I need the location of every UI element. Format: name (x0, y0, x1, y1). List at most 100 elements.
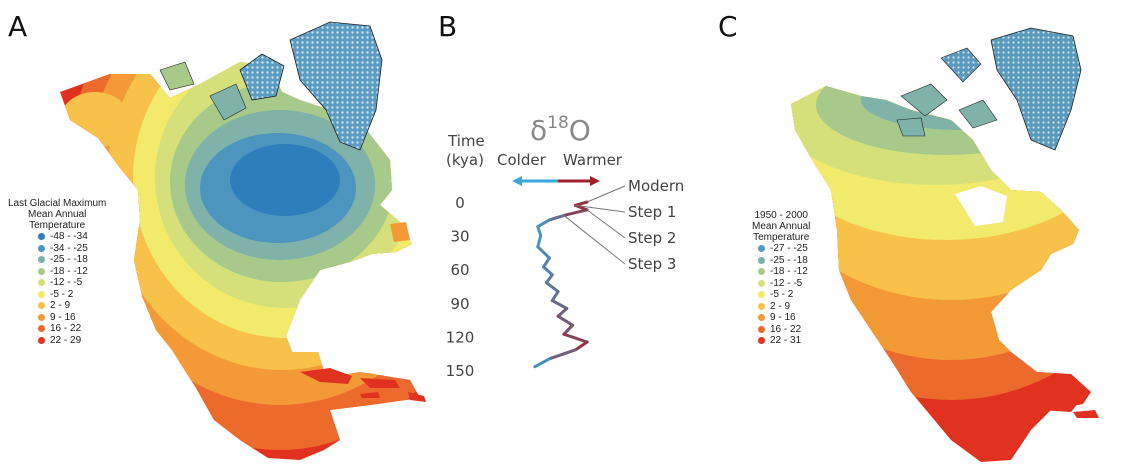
legend-lgm-label: 16 - 22 (50, 323, 81, 335)
legend-lgm-label: -12 - -5 (50, 277, 82, 289)
isotope-title-sup: 18 (547, 113, 569, 133)
isotope-curve-panel: δ18O Time (kya) Colder Warmer 0 30 60 90 120… (430, 0, 720, 470)
isotope-curve-segment (538, 236, 541, 247)
legend-modern-swatch (758, 280, 765, 287)
legend-modern-item: -5 - 2 (758, 289, 810, 301)
isotope-curve-segment (558, 316, 573, 325)
isotope-curve-segment (544, 258, 550, 267)
legend-lgm-swatch (38, 314, 45, 321)
time-tick-label: 0 (455, 194, 465, 212)
legend-modern-label: 22 - 31 (770, 335, 801, 347)
isotope-curve-segment (552, 301, 567, 309)
legend-lgm-title-3: Temperature (8, 220, 106, 231)
isotope-curve-segment (535, 359, 550, 367)
legend-modern-swatch (758, 291, 765, 298)
legend-modern-swatch (758, 314, 765, 321)
step-label: Modern (628, 177, 684, 195)
legend-lgm-item: -48 - -34 (38, 231, 106, 243)
legend-modern-item: 2 - 9 (758, 301, 810, 313)
legend-modern-label: 16 - 22 (770, 324, 801, 336)
legend-modern-swatch (758, 326, 765, 333)
legend-lgm-swatch (38, 233, 45, 240)
legend-lgm-swatch (38, 245, 45, 252)
legend-lgm-item: -25 - -18 (38, 254, 106, 266)
legend-lgm-swatch (38, 268, 45, 275)
legend-lgm-item: 22 - 29 (38, 335, 106, 347)
legend-modern-title-3: Temperature (752, 232, 810, 243)
legend-modern-swatch (758, 268, 765, 275)
legend-lgm-swatch (38, 291, 45, 298)
legend-modern-item: 9 - 16 (758, 312, 810, 324)
warmer-label: Warmer (563, 151, 623, 169)
isotope-title-delta: δ (530, 114, 547, 147)
isotope-curve-segment (564, 325, 573, 334)
legend-lgm-label: -18 - -12 (50, 266, 88, 278)
isotope-curve-segment (564, 334, 587, 342)
legend-lgm-title-1: Last Glacial Maximum (8, 198, 106, 209)
legend-modern-item: -27 - -25 (758, 243, 810, 255)
legend-modern-swatch (758, 337, 765, 344)
legend-modern-item: -12 - -5 (758, 278, 810, 290)
time-tick-label: 90 (450, 295, 469, 313)
time-label: Time (447, 132, 485, 150)
isotope-curve-segment (538, 220, 550, 227)
step-label: Step 2 (628, 229, 676, 247)
legend-lgm-label: 9 - 16 (50, 312, 76, 324)
isotope-curve-segment (549, 350, 575, 359)
legend-modern-label: -18 - -12 (770, 266, 808, 278)
time-tick-label: 120 (446, 328, 475, 346)
isotope-curve-segment (576, 342, 588, 350)
step-label: Step 1 (628, 203, 676, 221)
step-leader-line (587, 210, 625, 238)
isotope-curve-segment (544, 267, 553, 275)
legend-lgm-swatch (38, 325, 45, 332)
legend-lgm-item: -34 - -25 (38, 243, 106, 255)
legend-modern-title-2: Mean Annual (752, 221, 810, 232)
legend-modern-label: -27 - -25 (770, 243, 808, 255)
legend-lgm-swatch (38, 302, 45, 309)
legend-lgm: Last Glacial Maximum Mean Annual Tempera… (8, 198, 106, 346)
legend-modern-swatch (758, 303, 765, 310)
isotope-curve-segment (558, 308, 567, 316)
legend-modern: 1950 - 2000 Mean Annual Temperature -27 … (752, 210, 810, 347)
legend-modern-title-1: 1950 - 2000 (752, 210, 810, 221)
legend-modern-label: -25 - -18 (770, 255, 808, 267)
time-unit: (kya) (446, 151, 484, 169)
time-tick-label: 30 (450, 228, 469, 246)
time-tick-label: 60 (450, 261, 469, 279)
step-leader-line (564, 215, 625, 264)
isotope-title: δ18O (530, 113, 591, 147)
legend-modern-item: -18 - -12 (758, 266, 810, 278)
legend-lgm-item: -12 - -5 (38, 277, 106, 289)
legend-modern-swatch (758, 245, 765, 252)
legend-modern-swatch (758, 257, 765, 264)
legend-lgm-item: 9 - 16 (38, 312, 106, 324)
legend-modern-item: 22 - 31 (758, 335, 810, 347)
legend-lgm-title-2: Mean Annual (8, 209, 106, 220)
colder-warmer-arrow (512, 176, 600, 186)
legend-lgm-label: -25 - -18 (50, 254, 88, 266)
legend-lgm-item: 2 - 9 (38, 300, 106, 312)
legend-lgm-item: -5 - 2 (38, 289, 106, 301)
legend-modern-item: 16 - 22 (758, 324, 810, 336)
legend-lgm-label: 2 - 9 (50, 300, 70, 312)
legend-modern-label: -5 - 2 (770, 289, 793, 301)
legend-lgm-swatch (38, 256, 45, 263)
isotope-curve-segment (538, 247, 550, 258)
legend-lgm-label: -5 - 2 (50, 289, 73, 301)
legend-lgm-label: -48 - -34 (50, 231, 88, 243)
legend-lgm-label: -34 - -25 (50, 243, 88, 255)
legend-lgm-label: 22 - 29 (50, 335, 81, 347)
legend-modern-label: 9 - 16 (770, 312, 796, 324)
legend-lgm-item: -18 - -12 (38, 266, 106, 278)
colder-label: Colder (497, 151, 547, 169)
legend-lgm-swatch (38, 279, 45, 286)
isotope-title-o: O (569, 114, 591, 147)
step-leader-line (587, 186, 625, 202)
legend-lgm-swatch (38, 337, 45, 344)
legend-modern-label: 2 - 9 (770, 301, 790, 313)
isotope-curve-segment (549, 215, 564, 219)
step-label: Step 3 (628, 255, 676, 273)
isotope-curve-segment (547, 283, 559, 292)
legend-modern-item: -25 - -18 (758, 255, 810, 267)
